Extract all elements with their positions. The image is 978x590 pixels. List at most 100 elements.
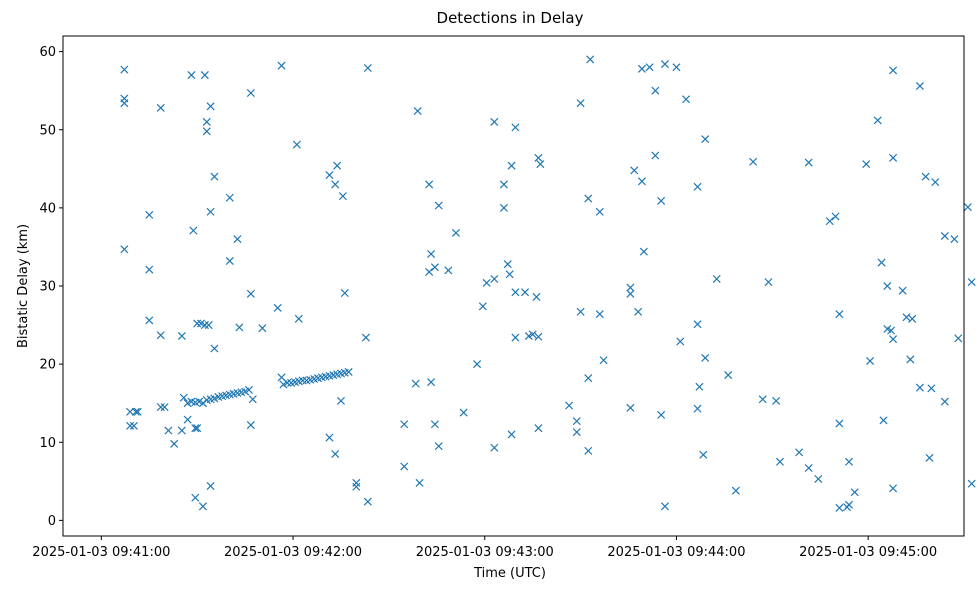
data-point-marker	[693, 404, 702, 413]
data-point-marker	[925, 453, 934, 462]
data-point-marker	[298, 376, 307, 385]
data-point-marker	[775, 457, 784, 466]
x-tick-label: 2025-01-03 09:41:00	[32, 545, 170, 560]
data-point-marker	[634, 307, 643, 316]
data-point-marker	[273, 303, 282, 312]
data-point-marker	[294, 314, 303, 323]
data-point-marker	[927, 384, 936, 393]
data-point-marker	[731, 486, 740, 495]
y-tick-label: 50	[39, 123, 56, 138]
data-point-marker	[145, 316, 154, 325]
data-point-marker	[511, 333, 520, 342]
data-point-marker	[206, 481, 215, 491]
y-tick-label: 30	[39, 280, 56, 295]
data-point-marker	[425, 267, 434, 276]
data-point-marker	[482, 278, 491, 287]
data-point-marker	[637, 64, 646, 73]
data-point-marker	[898, 286, 907, 295]
data-point-marker	[235, 323, 244, 332]
data-point-marker	[129, 421, 138, 430]
data-point-marker	[850, 488, 859, 497]
plot-frame	[62, 35, 965, 537]
data-point-marker	[963, 203, 972, 212]
data-point-marker	[191, 424, 200, 433]
y-axis-label: Bistatic Delay (km)	[16, 224, 31, 348]
data-point-marker	[712, 274, 721, 283]
data-point-marker	[572, 417, 581, 426]
data-point-marker	[873, 116, 882, 125]
data-point-marker	[156, 103, 165, 112]
data-point-marker	[651, 151, 660, 160]
x-tick-label: 2025-01-03 09:45:00	[799, 545, 937, 560]
data-point-marker	[145, 265, 154, 274]
data-point-marker	[584, 194, 593, 203]
data-point-marker	[660, 502, 669, 511]
data-point-marker	[804, 158, 813, 167]
data-point-marker	[528, 330, 537, 339]
data-point-marker	[225, 256, 234, 266]
x-tick-label: 2025-01-03 09:44:00	[607, 545, 745, 560]
data-point-marker	[244, 385, 253, 394]
data-point-marker	[507, 161, 516, 170]
data-point-marker	[338, 192, 347, 201]
data-point-marker	[120, 65, 129, 74]
data-point-marker	[967, 278, 976, 287]
y-tick-label: 0	[48, 514, 56, 529]
data-point-marker	[887, 326, 896, 335]
data-point-marker	[862, 160, 871, 169]
data-point-marker	[844, 457, 854, 466]
data-point-marker	[352, 482, 361, 491]
data-point-marker	[430, 420, 439, 429]
data-point-marker	[505, 270, 514, 279]
data-point-marker	[950, 235, 959, 244]
data-point-marker	[193, 424, 202, 433]
data-point-marker	[459, 408, 468, 417]
data-point-marker	[749, 157, 758, 166]
x-axis-label: Time (UTC)	[473, 566, 546, 581]
data-point-marker	[814, 474, 823, 483]
data-point-marker	[866, 356, 875, 366]
data-point-marker	[908, 314, 917, 323]
data-point-marker	[490, 443, 499, 452]
data-point-marker	[210, 172, 219, 181]
data-point-marker	[877, 258, 886, 267]
data-point-marker	[198, 502, 207, 511]
data-point-marker	[177, 331, 186, 341]
data-point-marker	[724, 371, 733, 380]
data-point-marker	[831, 212, 840, 221]
data-points	[120, 55, 976, 512]
data-point-marker	[246, 421, 255, 430]
data-point-marker	[478, 302, 487, 311]
data-point-marker	[701, 353, 710, 362]
data-point-marker	[451, 228, 461, 237]
data-point-marker	[361, 333, 370, 342]
data-point-marker	[189, 226, 198, 235]
data-point-marker	[672, 63, 681, 72]
data-point-marker	[764, 278, 773, 287]
data-point-marker	[145, 210, 154, 219]
data-point-marker	[179, 393, 188, 402]
data-point-marker	[344, 367, 353, 376]
data-point-marker	[586, 55, 595, 64]
data-point-marker	[532, 292, 541, 301]
data-point-marker	[120, 99, 129, 108]
data-point-marker	[534, 424, 543, 433]
x-axis: 2025-01-03 09:41:00 2025-01-03 09:42:00 20…	[32, 536, 937, 560]
data-point-marker	[645, 63, 654, 72]
data-point-marker	[363, 497, 372, 506]
data-point-marker	[202, 127, 211, 136]
y-tick-label: 60	[39, 45, 56, 60]
data-point-marker	[333, 161, 342, 170]
data-point-marker	[576, 307, 585, 316]
data-point-marker	[657, 410, 666, 419]
data-point-marker	[156, 403, 165, 412]
data-point-marker	[835, 419, 844, 428]
data-point-marker	[630, 166, 639, 175]
data-point-marker	[883, 281, 892, 291]
data-point-marker	[126, 421, 135, 430]
data-point-marker	[183, 415, 192, 424]
data-point-marker	[258, 324, 267, 333]
data-point-marker	[520, 288, 530, 297]
data-point-marker	[651, 86, 660, 95]
